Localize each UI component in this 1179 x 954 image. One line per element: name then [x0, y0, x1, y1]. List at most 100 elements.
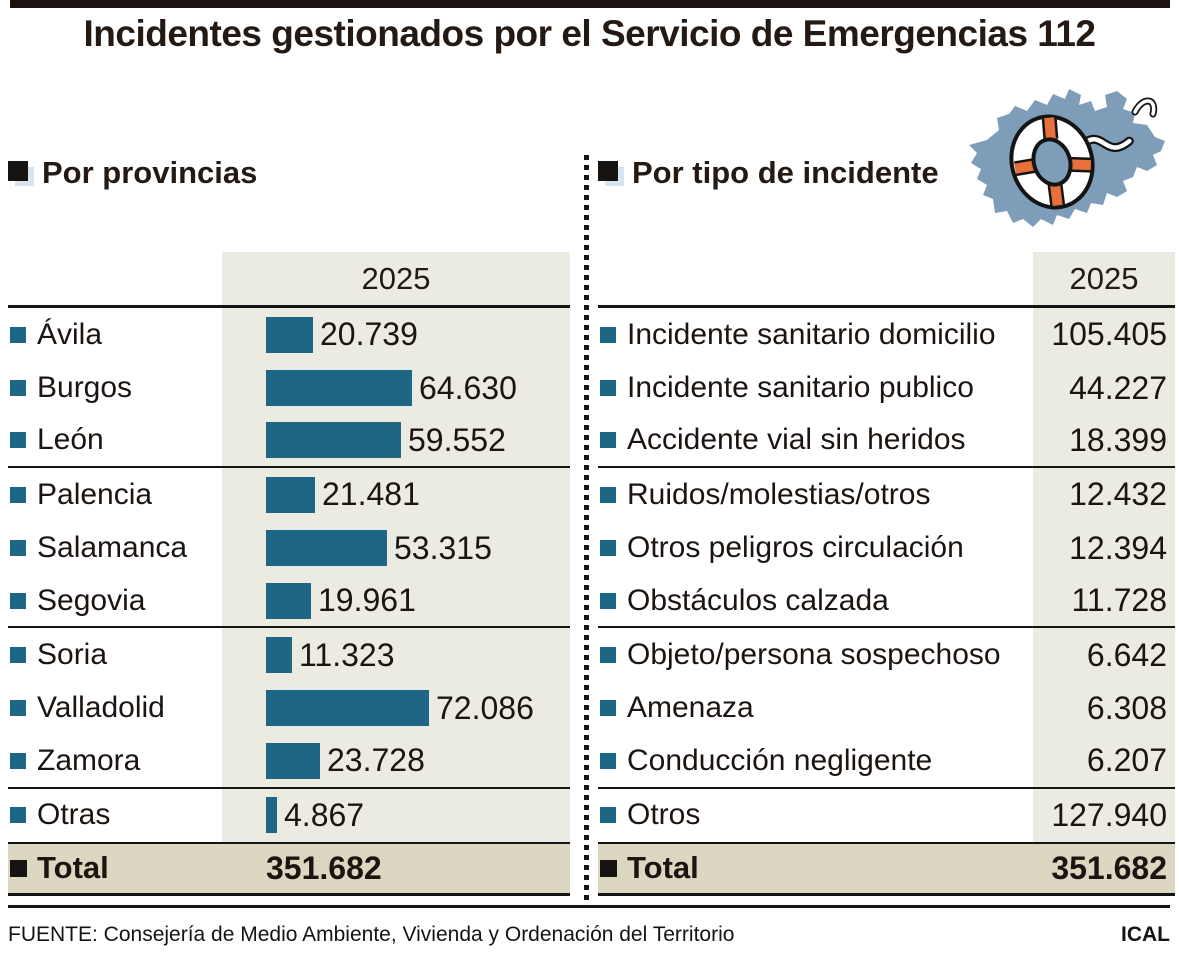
row-label-cell: Conducción negligente	[598, 735, 1033, 787]
row-label-cell: Segovia	[8, 574, 222, 627]
square-bullet-icon	[10, 486, 26, 503]
table-row: Conducción negligente 6.207	[598, 735, 1175, 789]
row-label-cell: Accidente vial sin heridos	[598, 414, 1033, 467]
row-label: Ruidos/molestias/otros	[627, 477, 931, 511]
value-bar	[266, 637, 292, 674]
row-label-cell: Ávila	[8, 308, 222, 362]
row-value-cell: 18.399	[1033, 414, 1175, 467]
square-bullet-icon	[10, 859, 27, 877]
section-heading-label: Por provincias	[42, 155, 258, 190]
row-label: Soria	[37, 638, 108, 672]
table-row: Valladolid 72.086	[8, 681, 570, 736]
row-value-cell: 4.867	[222, 788, 570, 842]
section-heading-label: Por tipo de incidente	[632, 155, 939, 190]
row-value-cell: 23.728	[222, 735, 570, 787]
square-bullet-icon	[10, 700, 26, 717]
row-label-cell: Otros peligros circulación	[598, 521, 1033, 575]
square-bullet-icon	[600, 752, 616, 769]
row-label-cell: Palencia	[8, 468, 222, 522]
table-row: León 59.552	[8, 414, 570, 469]
row-value: 64.630	[419, 369, 517, 406]
row-value: 105.405	[1051, 316, 1167, 353]
row-value: 6.642	[1086, 636, 1167, 673]
row-value-cell: 59.552	[222, 414, 570, 467]
table-row: Otras 4.867	[8, 788, 570, 842]
footer: FUENTE: Consejería de Medio Ambiente, Vi…	[8, 923, 1170, 947]
row-label: Otras	[37, 798, 111, 832]
row-label-cell: Objeto/persona sospechoso	[598, 628, 1033, 682]
value-bar	[266, 530, 387, 567]
row-label-cell: Zamora	[8, 735, 222, 787]
provinces-year-header-row: 2025	[8, 252, 570, 305]
table-row: Segovia 19.961	[8, 574, 570, 629]
row-label-cell: Obstáculos calzada	[598, 574, 1033, 627]
castilla-y-leon-map-lifebuoy-icon	[969, 89, 1165, 227]
row-label-cell: Ruidos/molestias/otros	[598, 468, 1033, 522]
row-label: Ávila	[37, 317, 103, 351]
table-row: Salamanca 53.315	[8, 521, 570, 575]
dotted-divider	[584, 155, 589, 908]
square-bullet-icon	[10, 752, 26, 769]
row-label: Segovia	[37, 583, 146, 617]
table-row: Amenaza 6.308	[598, 681, 1175, 736]
row-label: Incidente sanitario domicilio	[627, 317, 996, 351]
total-label-cell: Total	[8, 850, 222, 886]
table-row: Otros 127.940	[598, 788, 1175, 842]
section-heading-incidents: Por tipo de incidente	[598, 155, 939, 191]
square-bullet-icon	[598, 160, 625, 187]
provinces-table: 2025 Ávila 20.739 Burgos 64.630 León 59.552 Pa…	[8, 252, 570, 896]
table-row: Otros peligros circulación 12.394	[598, 521, 1175, 575]
row-value: 11.728	[1071, 582, 1168, 619]
top-rule	[10, 0, 1170, 8]
table-row: Obstáculos calzada 11.728	[598, 574, 1175, 629]
value-bar	[266, 316, 313, 353]
row-value: 4.867	[284, 796, 365, 833]
total-label-cell: Total	[598, 850, 1033, 886]
row-value: 11.323	[299, 636, 395, 673]
table-row: Zamora 23.728	[8, 735, 570, 789]
square-bullet-icon	[600, 380, 616, 397]
row-label: Conducción negligente	[627, 743, 933, 777]
table-row: Ávila 20.739	[8, 308, 570, 362]
row-label: Palencia	[37, 477, 153, 511]
row-label-cell: León	[8, 414, 222, 467]
square-bullet-icon	[600, 486, 616, 503]
row-value-cell: 6.642	[1033, 628, 1175, 682]
square-bullet-icon	[600, 432, 616, 449]
square-bullet-icon	[600, 592, 616, 609]
row-value: 72.086	[436, 689, 534, 726]
row-value: 44.227	[1069, 369, 1167, 406]
row-label: Objeto/persona sospechoso	[627, 638, 1001, 672]
row-value: 21.481	[322, 476, 420, 513]
provinces-total-row: Total 351.682	[8, 841, 570, 896]
table-row: Burgos 64.630	[8, 361, 570, 415]
square-bullet-icon	[10, 592, 26, 609]
row-value-cell: 72.086	[222, 681, 570, 736]
total-label: Total	[627, 850, 699, 886]
square-bullet-icon	[10, 326, 26, 343]
provinces-rows: Ávila 20.739 Burgos 64.630 León 59.552 Palenci…	[8, 305, 570, 842]
row-value-cell: 64.630	[222, 361, 570, 415]
year-header: 2025	[222, 252, 570, 305]
row-value-cell: 6.308	[1033, 681, 1175, 736]
table-row: Incidente sanitario publico 44.227	[598, 361, 1175, 415]
row-label-cell: Burgos	[8, 361, 222, 415]
row-value-cell: 6.207	[1033, 735, 1175, 787]
value-bar	[266, 582, 311, 619]
row-label-cell: Otras	[8, 788, 222, 842]
row-value: 12.432	[1069, 476, 1167, 513]
row-label-cell: Incidente sanitario domicilio	[598, 308, 1033, 362]
row-value: 6.308	[1086, 689, 1167, 726]
square-bullet-icon	[600, 807, 616, 824]
row-value: 59.552	[408, 421, 506, 458]
row-label: Incidente sanitario publico	[627, 371, 974, 405]
row-label: Zamora	[37, 743, 141, 777]
row-label-cell: Incidente sanitario publico	[598, 361, 1033, 415]
value-bar	[266, 476, 315, 513]
square-bullet-icon	[10, 380, 26, 397]
incidents-total-row: Total 351.682	[598, 841, 1175, 896]
row-value: 127.940	[1051, 796, 1167, 833]
row-label: Burgos	[37, 371, 133, 405]
table-row: Soria 11.323	[8, 628, 570, 682]
value-bar	[266, 422, 401, 459]
